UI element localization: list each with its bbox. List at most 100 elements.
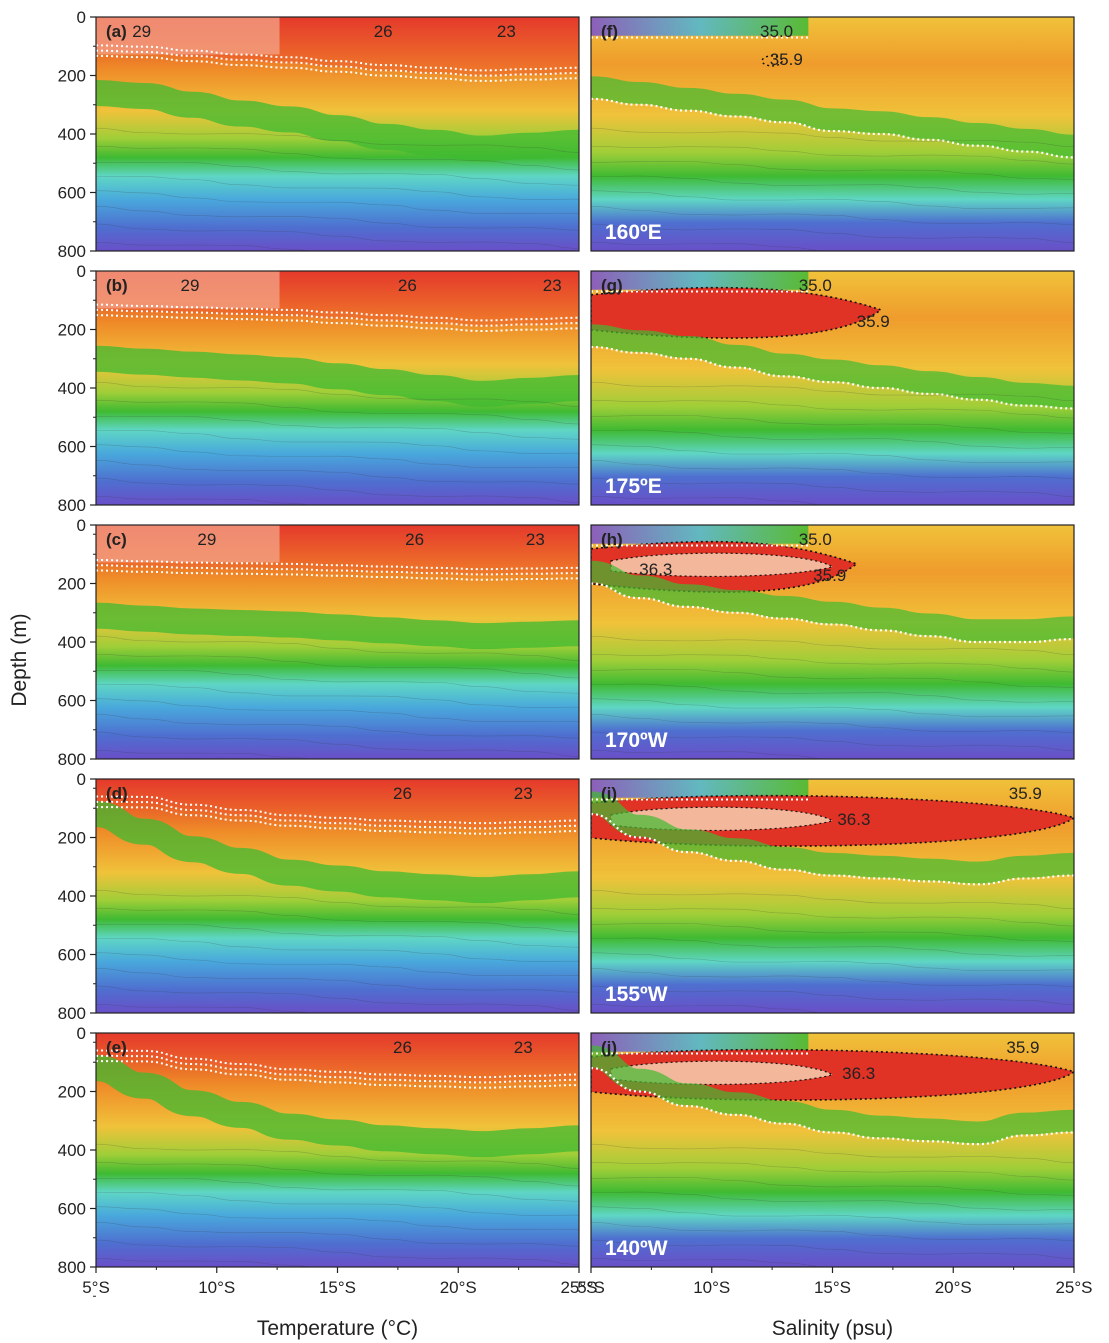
contour-line [591,175,1074,195]
halocline-band [591,560,1074,642]
contour-line [591,145,1074,165]
contour-label: 29 [197,530,216,549]
panel-letter: (d) [106,784,128,803]
x-axis-title: Temperature (°C) [257,1317,418,1340]
contour-line [96,1161,579,1187]
y-tick-label: 200 [58,829,86,848]
isotherm-line [96,314,579,332]
contour-line [591,1191,1074,1211]
x-tick-label: 15°S [319,1278,356,1297]
halocline-band [591,324,1074,408]
contour-line [96,1177,579,1202]
panel-h: (h) 35.0 36.3 35.9 170ºW [590,524,1075,760]
contour-label: 26 [398,276,417,295]
contour-line [591,923,1074,942]
contour-line [96,415,579,440]
contour-label: 36.3 [639,560,672,579]
panel-g: (g) 35.0 35.9 175ºE [590,270,1075,506]
contour-line [96,190,579,214]
contour-line [591,429,1074,449]
y-tick-label: 0 [77,770,86,789]
contour-line [96,750,311,759]
contour-label: 36.3 [842,1064,875,1083]
x-tick-label: 20°S [935,1278,972,1297]
contour-line [591,889,1074,909]
contour-line [591,190,1074,210]
panel-frame [590,524,1075,760]
panel-b: (b) 29 26 23 [95,270,580,506]
thermocline-band [96,345,579,407]
contour-line [591,731,1074,751]
panel-letter: (i) [601,784,617,803]
fresh-surface-layer [591,525,809,544]
contour-line [96,242,311,251]
isotherm-line [96,303,579,322]
contour-label: 26 [405,530,424,549]
contour-line [96,1206,579,1230]
contour-label: 23 [514,784,533,803]
contour-line [96,923,579,948]
contour-label: 35.0 [799,276,832,295]
y-tick-label: 200 [58,321,86,340]
contour-line [96,635,579,661]
fresh-surface-layer [591,779,809,798]
isotherm-line [96,49,579,77]
isohaline-35-0 [591,1067,1074,1146]
contour-line [96,907,579,933]
fresh-surface-layer [591,1033,809,1052]
contour-label: 35.9 [1009,784,1042,803]
thermocline-band [96,801,579,904]
contour-line [96,1143,579,1169]
contour-label: 29 [181,276,200,295]
isotherm-line [96,569,579,581]
contour-label: 26 [393,784,412,803]
contour-line [96,496,311,505]
y-tick-label: 800 [58,1004,86,1023]
y-tick-label: 600 [58,692,86,711]
x-tick-label: 25°S [560,1278,597,1297]
contour-line [96,1258,311,1267]
isotherm-line [96,806,579,835]
contour-line [96,653,579,679]
x-tick-label: 10°S [198,1278,235,1297]
isohaline-35-0 [591,345,1074,410]
contour-line [591,444,1074,464]
thermocline-band [96,602,579,650]
x-axis-title: Salinity (psu) [772,1317,893,1340]
isohaline-35-0 [591,582,1074,644]
y-tick-label: 600 [58,1200,86,1219]
contour-line [591,206,1074,225]
warmest-water [96,17,280,55]
contour-label: 35.9 [813,566,846,585]
panel-f: (f) 35.0 35.9 160ºE [590,16,1075,252]
contour-label: 35.0 [799,530,832,549]
isotherm-line [96,800,579,830]
warmest-water [96,271,280,309]
contour-line [96,938,579,962]
y-tick-label: 400 [58,633,86,652]
y-tick-label: 800 [58,242,86,261]
isotherm-line [96,1054,579,1084]
y-tick-label: 400 [58,125,86,144]
y-tick-label: 400 [58,887,86,906]
y-tick-label: 0 [77,8,86,27]
panel-frame [590,16,1075,252]
y-tick-label: 800 [58,750,86,769]
contour-line [96,1192,579,1216]
contour-line [591,127,1074,147]
contour-line [591,381,1074,401]
contour-line [591,1206,1074,1226]
contour-line [96,399,579,425]
y-tick-label: 600 [58,438,86,457]
contour-line [96,698,579,722]
salinity-core [610,552,834,578]
x-tick-label: 10°S [693,1278,730,1297]
contour-line [591,653,1074,673]
thermocline-band [96,1055,579,1158]
contour-label: 35.9 [1006,1038,1039,1057]
y-tick-label: 400 [58,1141,86,1160]
longitude-label: 160ºE [605,221,662,244]
y-axis-title: Depth (m) [8,613,31,706]
thermocline-band [96,80,579,162]
